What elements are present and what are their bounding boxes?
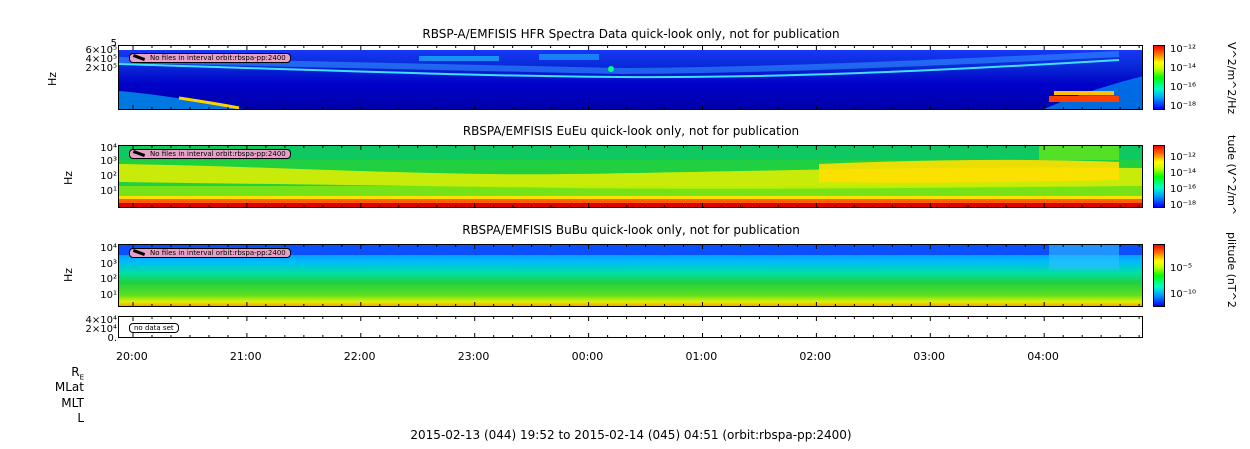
panel2-cbtick: 10⁻¹² xyxy=(1170,152,1197,163)
panel1-ytick-top: 5 xyxy=(110,38,117,49)
panel3-notice: No files in interval orbit:rbspa-pp:2400 xyxy=(129,248,291,258)
panel3-spectrogram: No files in interval orbit:rbspa-pp:2400 xyxy=(118,244,1143,307)
panel2-ytick: 10² xyxy=(100,171,117,182)
panel2-ytick: 10¹ xyxy=(100,186,117,197)
panel4-plot: no data set xyxy=(118,316,1143,338)
row-label-mlat: MLat xyxy=(54,380,84,394)
panel2-ytick: 10³ xyxy=(100,156,117,167)
x-tick-label: 22:00 xyxy=(343,350,376,363)
x-tick-label: 20:00 xyxy=(116,350,148,363)
panel3-cbtick: 10⁻⁵ xyxy=(1170,263,1193,274)
row-label-r: RE xyxy=(71,365,84,382)
panel3-ytick: 10³ xyxy=(100,259,117,270)
panel2-cbtick: 10⁻¹⁸ xyxy=(1170,200,1197,211)
time-range-footer: 2015-02-13 (044) 19:52 to 2015-02-14 (04… xyxy=(410,428,852,442)
panel2-ytick: 10⁴ xyxy=(100,143,117,154)
panel2-spectrogram: No files in interval orbit:rbspa-pp:2400 xyxy=(118,145,1143,208)
panel1-title: RBSP-A/EMFISIS HFR Spectra Data quick-lo… xyxy=(422,27,840,41)
x-tick-label: 03:00 xyxy=(913,350,945,363)
panel4-ytick: 4×10⁴ xyxy=(85,315,117,326)
panel3-notice-text: No files in interval orbit:rbspa-pp:2400 xyxy=(150,249,286,257)
panel1-cbtick: 10⁻¹⁸ xyxy=(1170,101,1197,112)
panel1-cbtick: 10⁻¹² xyxy=(1170,44,1197,55)
panel2-title: RBSPA/EMFISIS EuEu quick-look only, not … xyxy=(462,124,800,138)
panel1-spectrogram: No files in interval orbit:rbspa-pp:2400 xyxy=(118,45,1143,110)
row-label-l: L xyxy=(77,411,84,425)
panel1-cbtick: 10⁻¹⁴ xyxy=(1170,63,1197,74)
panel1-cbtick: 10⁻¹⁶ xyxy=(1170,82,1197,93)
panel4-notice-text: no data set xyxy=(134,324,174,332)
panel1-ytick: 6×10⁵ xyxy=(85,45,117,56)
panel1-notice-text: No files in interval orbit:rbspa-pp:2400 xyxy=(150,54,286,62)
x-tick-label: 00:00 xyxy=(571,350,604,363)
panel2-cbtick: 10⁻¹⁶ xyxy=(1170,184,1197,195)
panel3-colorbar xyxy=(1153,244,1165,307)
x-tick-label: 21:00 xyxy=(229,350,262,363)
panel1-ytick: 2×10⁵ xyxy=(85,63,117,74)
panel3-title: RBSPA/EMFISIS BuBu quick-look only, not … xyxy=(462,223,800,237)
x-tick-label: 01:00 xyxy=(685,350,718,363)
row-label-mlt: MLT xyxy=(61,396,84,410)
panel2-colorbar xyxy=(1153,145,1165,208)
panel2-cbtick: 10⁻¹⁴ xyxy=(1170,168,1197,179)
panel4-notice: no data set xyxy=(129,323,179,333)
panel2-notice-text: No files in interval orbit:rbspa-pp:2400 xyxy=(150,150,286,158)
panel1-ytick: 4×10⁵ xyxy=(85,54,117,65)
panel2-notice: No files in interval orbit:rbspa-pp:2400 xyxy=(129,149,291,159)
x-tick-label: 23:00 xyxy=(457,350,490,363)
panel1-notice: No files in interval orbit:rbspa-pp:2400 xyxy=(129,53,291,63)
panel3-ytick: 10² xyxy=(100,274,117,285)
panel3-ytick: 10⁴ xyxy=(100,243,117,254)
panel3-cbtick: 10⁻¹⁰ xyxy=(1170,289,1197,300)
panel4-ytick: 2×10⁴ xyxy=(85,324,117,335)
panel1-colorbar xyxy=(1153,45,1165,110)
panel4-ytick: 0. xyxy=(107,333,117,344)
x-tick-label: 04:00 xyxy=(1027,350,1059,363)
x-tick-label: 02:00 xyxy=(799,350,832,363)
panel3-ytick: 10¹ xyxy=(100,290,117,301)
